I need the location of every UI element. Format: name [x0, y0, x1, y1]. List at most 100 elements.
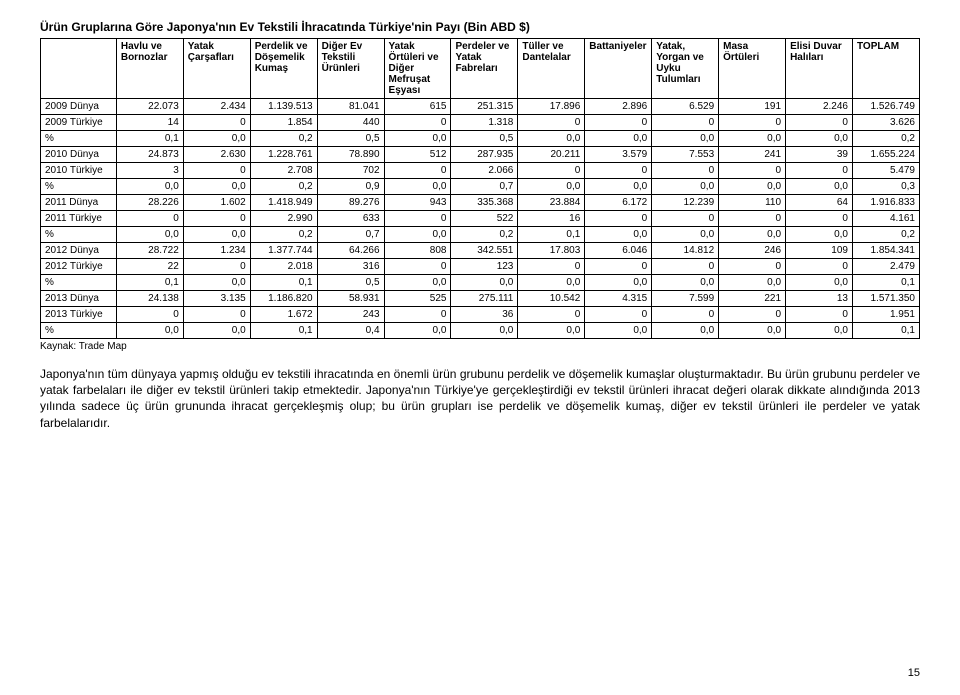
cell: 0	[183, 115, 250, 131]
cell: 0,0	[384, 323, 451, 339]
cell: 1.234	[183, 243, 250, 259]
cell: 6.046	[585, 243, 652, 259]
cell: 0	[786, 115, 853, 131]
row-label: 2011 Türkiye	[41, 211, 117, 227]
table-row: 2013 Dünya24.1383.1351.186.82058.9315252…	[41, 291, 920, 307]
col-header: Perdelik ve Döşemelik Kumaş	[250, 39, 317, 99]
cell: 0,0	[384, 179, 451, 195]
cell: 525	[384, 291, 451, 307]
cell: 0,0	[585, 179, 652, 195]
cell: 1.377.744	[250, 243, 317, 259]
cell: 39	[786, 147, 853, 163]
cell: 17.803	[518, 243, 585, 259]
cell: 1.186.820	[250, 291, 317, 307]
cell: 335.368	[451, 195, 518, 211]
cell: 0	[585, 163, 652, 179]
cell: 633	[317, 211, 384, 227]
cell: 0	[183, 211, 250, 227]
data-table: Havlu ve Bornozlar Yatak Çarşafları Perd…	[40, 38, 920, 339]
cell: 0,0	[652, 179, 719, 195]
cell: 1.139.513	[250, 99, 317, 115]
col-header: Masa Örtüleri	[719, 39, 786, 99]
row-label: 2009 Dünya	[41, 99, 117, 115]
cell: 0	[585, 259, 652, 275]
cell: 0	[384, 259, 451, 275]
cell: 0,0	[451, 323, 518, 339]
cell: 275.111	[451, 291, 518, 307]
cell: 4.315	[585, 291, 652, 307]
cell: 0	[585, 115, 652, 131]
cell: 14	[116, 115, 183, 131]
row-label: %	[41, 323, 117, 339]
cell: 0,0	[719, 323, 786, 339]
row-label: 2013 Dünya	[41, 291, 117, 307]
cell: 0,0	[652, 323, 719, 339]
row-label: 2010 Dünya	[41, 147, 117, 163]
cell: 0	[585, 211, 652, 227]
cell: 2.066	[451, 163, 518, 179]
cell: 0	[719, 211, 786, 227]
cell: 0,1	[852, 275, 919, 291]
cell: 0,0	[384, 275, 451, 291]
table-row: 2010 Türkiye302.70870202.066000005.479	[41, 163, 920, 179]
cell: 16	[518, 211, 585, 227]
cell: 0,0	[585, 275, 652, 291]
cell: 1.854.341	[852, 243, 919, 259]
col-header: Perdeler ve Yatak Fabreları	[451, 39, 518, 99]
cell: 342.551	[451, 243, 518, 259]
cell: 0	[719, 163, 786, 179]
cell: 0,2	[852, 131, 919, 147]
cell: 1.854	[250, 115, 317, 131]
cell: 12.239	[652, 195, 719, 211]
cell: 0	[786, 163, 853, 179]
cell: 23.884	[518, 195, 585, 211]
cell: 0,0	[518, 323, 585, 339]
cell: 10.542	[518, 291, 585, 307]
table-row: 2010 Dünya24.8732.6301.228.76178.8905122…	[41, 147, 920, 163]
cell: 5.479	[852, 163, 919, 179]
cell: 0,1	[250, 323, 317, 339]
cell: 81.041	[317, 99, 384, 115]
cell: 22.073	[116, 99, 183, 115]
cell: 0	[518, 259, 585, 275]
cell: 0,2	[250, 227, 317, 243]
cell: 0	[183, 163, 250, 179]
cell: 0,0	[585, 323, 652, 339]
cell: 0	[786, 211, 853, 227]
table-row: 2013 Türkiye001.672243036000001.951	[41, 307, 920, 323]
cell: 246	[719, 243, 786, 259]
cell: 0,2	[451, 227, 518, 243]
table-row: %0,10,00,20,50,00,50,00,00,00,00,00,2	[41, 131, 920, 147]
table-row: 2011 Türkiye002.99063305221600004.161	[41, 211, 920, 227]
cell: 1.672	[250, 307, 317, 323]
cell: 0,0	[786, 275, 853, 291]
cell: 0	[585, 307, 652, 323]
cell: 3	[116, 163, 183, 179]
cell: 3.626	[852, 115, 919, 131]
cell: 3.135	[183, 291, 250, 307]
col-header	[41, 39, 117, 99]
cell: 243	[317, 307, 384, 323]
cell: 702	[317, 163, 384, 179]
cell: 0,9	[317, 179, 384, 195]
cell: 58.931	[317, 291, 384, 307]
cell: 0,1	[518, 227, 585, 243]
cell: 0,0	[719, 131, 786, 147]
cell: 2.246	[786, 99, 853, 115]
cell: 943	[384, 195, 451, 211]
cell: 0,0	[652, 131, 719, 147]
col-header: Diğer Ev Tekstili Ürünleri	[317, 39, 384, 99]
row-label: %	[41, 179, 117, 195]
cell: 0	[719, 259, 786, 275]
cell: 0	[384, 115, 451, 131]
cell: 0,0	[518, 131, 585, 147]
cell: 1.951	[852, 307, 919, 323]
cell: 0,0	[183, 323, 250, 339]
table-row: %0,00,00,20,70,00,20,10,00,00,00,00,2	[41, 227, 920, 243]
cell: 0	[786, 259, 853, 275]
cell: 0,5	[451, 131, 518, 147]
table-row: 2009 Dünya22.0732.4341.139.51381.0416152…	[41, 99, 920, 115]
cell: 0,0	[384, 227, 451, 243]
cell: 0	[384, 211, 451, 227]
cell: 522	[451, 211, 518, 227]
